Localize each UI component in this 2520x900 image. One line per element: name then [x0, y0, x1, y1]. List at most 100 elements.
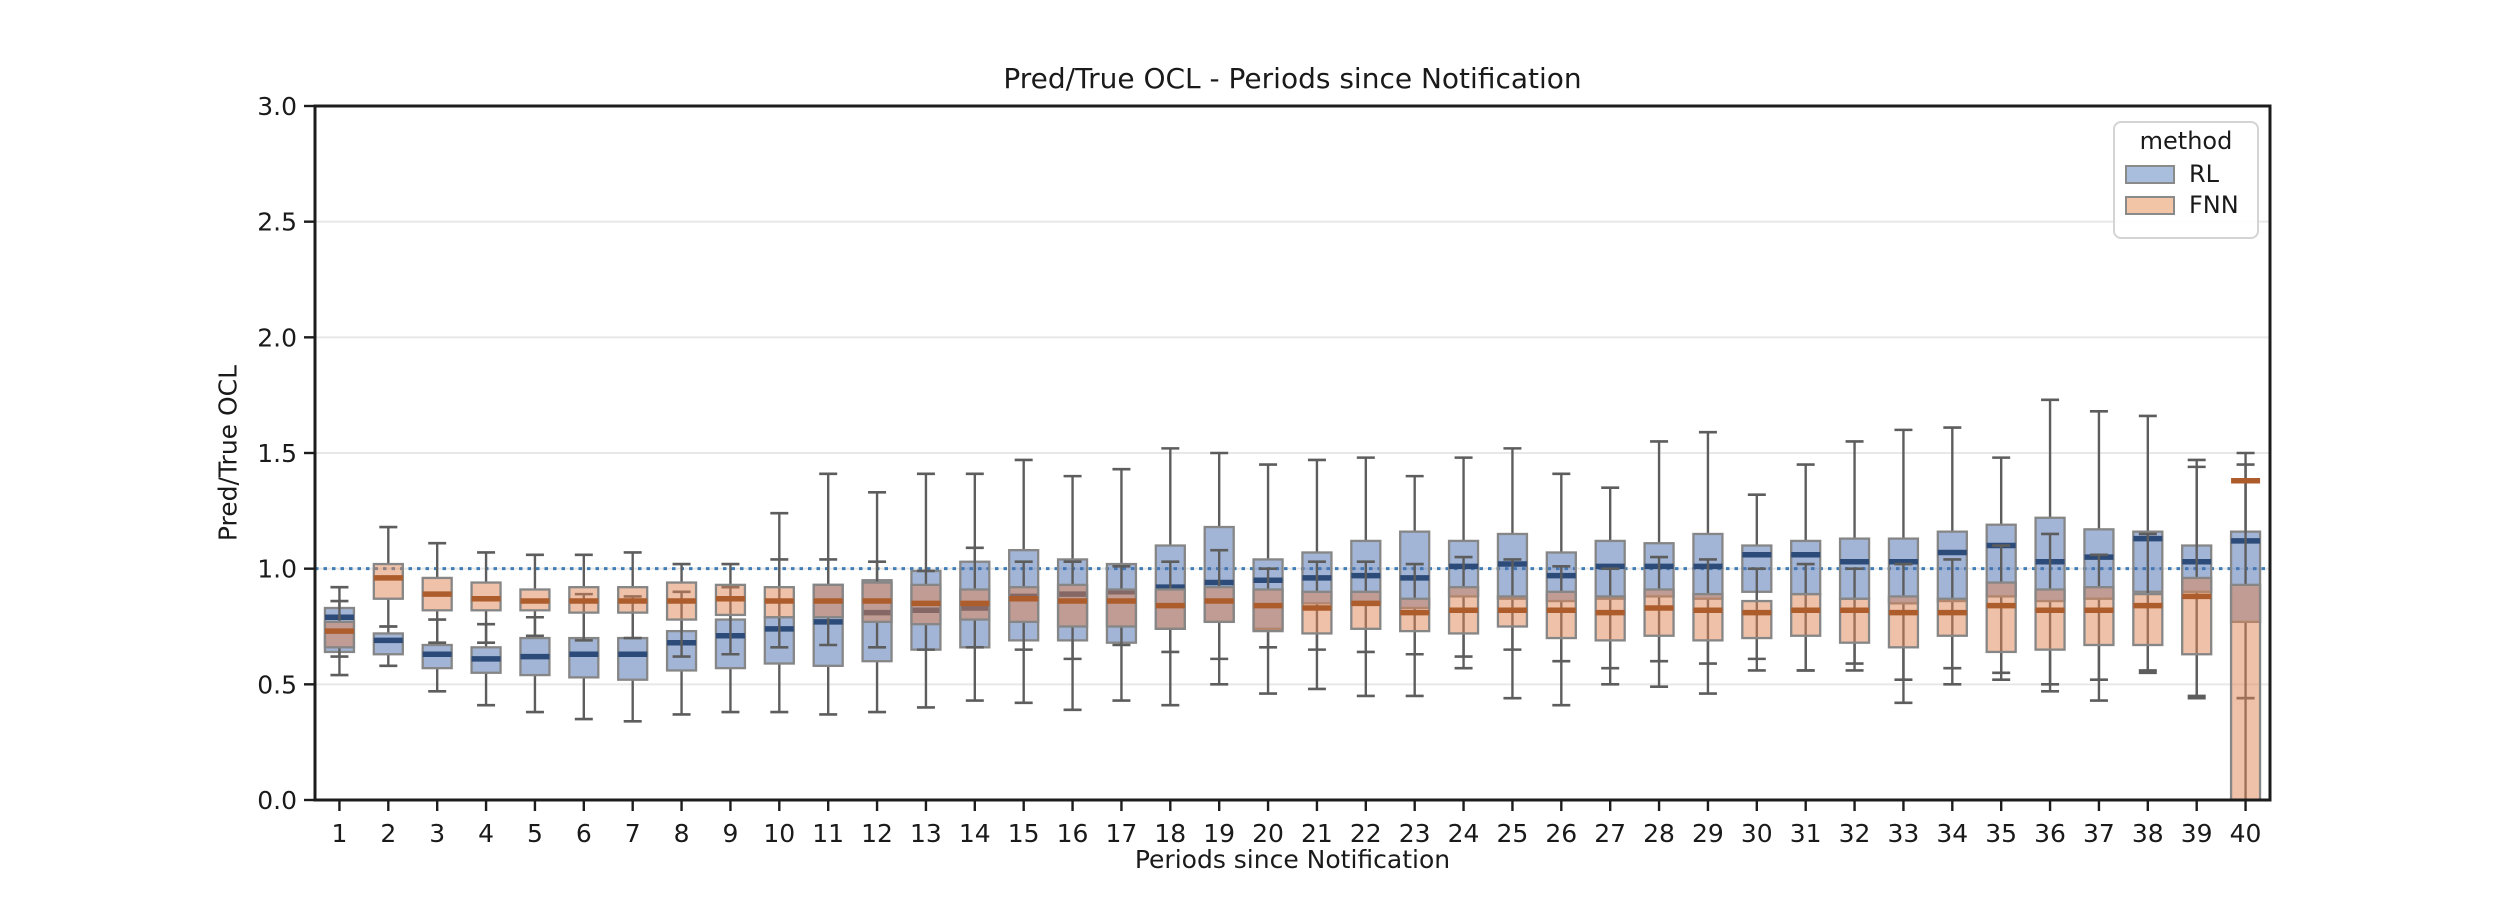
x-tick-label-1: 1 — [331, 819, 347, 848]
fnn-box — [1692, 592, 1724, 642]
fnn-boxplot-cat-2 — [372, 525, 404, 628]
rl-boxplot-cat-3 — [421, 618, 453, 693]
x-tick-label-19: 19 — [1203, 819, 1235, 848]
fnn-box — [1008, 586, 1040, 624]
fnn-boxplot-cat-31 — [1790, 562, 1822, 672]
x-tick-label-16: 16 — [1057, 819, 1089, 848]
y-tick-label-1.5: 1.5 — [257, 439, 297, 468]
fnn-boxplot-cat-25 — [1496, 558, 1529, 651]
fnn-boxplot-cat-20 — [1252, 567, 1284, 649]
x-tick-label-32: 32 — [1839, 819, 1871, 848]
fnn-box — [1985, 581, 2017, 654]
fnn-boxplot-cat-15 — [1008, 560, 1040, 651]
fnn-boxplot-cat-24 — [1447, 555, 1480, 658]
fnn-box — [2132, 592, 2164, 647]
fnn-boxplot-cat-10 — [763, 558, 795, 649]
x-tick-label-26: 26 — [1545, 819, 1577, 848]
y-tick-label-2.5: 2.5 — [257, 208, 297, 237]
fnn-boxplot-cat-5 — [519, 553, 551, 638]
fnn-box — [1594, 595, 1626, 642]
fnn-boxplot-cat-26 — [1545, 565, 1577, 663]
fnn-box — [1056, 583, 1089, 628]
fnn-box — [2181, 576, 2213, 656]
chart-title: Pred/True OCL - Periods since Notificati… — [1003, 62, 1582, 95]
x-tick-label-40: 40 — [2230, 819, 2262, 848]
fnn-boxplot-cat-18 — [1154, 560, 1186, 654]
fnn-box — [372, 562, 404, 600]
x-tick-label-3: 3 — [429, 819, 445, 848]
fnn-box — [1350, 590, 1382, 630]
x-tick-label-39: 39 — [2181, 819, 2213, 848]
fnn-boxplot-cat-29 — [1692, 558, 1724, 665]
x-tick-label-12: 12 — [861, 819, 893, 848]
legend-entry-fnn: FNN — [2125, 193, 2247, 217]
x-tick-label-23: 23 — [1399, 819, 1431, 848]
y-axis-label: Pred/True OCL — [213, 364, 243, 542]
legend: method RL FNN — [2113, 121, 2259, 239]
fnn-box — [323, 620, 356, 649]
x-tick-label-21: 21 — [1301, 819, 1333, 848]
x-tick-label-20: 20 — [1252, 819, 1284, 848]
fnn-boxplot-cat-4 — [470, 551, 502, 644]
x-tick-label-36: 36 — [2034, 819, 2066, 848]
fnn-boxplot-cat-19 — [1203, 548, 1235, 661]
x-tick-label-30: 30 — [1741, 819, 1773, 848]
fnn-box — [1105, 588, 1138, 628]
y-tick-label-2.0: 2.0 — [257, 323, 297, 352]
x-axis-label: Periods since Notification — [1134, 845, 1451, 874]
fnn-boxplot-cat-40 — [2229, 463, 2262, 802]
x-tick-label-27: 27 — [1594, 819, 1626, 848]
fnn-boxplot-cat-7 — [617, 551, 649, 640]
rl-box — [617, 636, 649, 681]
x-tick-label-11: 11 — [812, 819, 844, 848]
fnn-box — [1154, 588, 1186, 630]
fnn-swatch-icon — [2125, 195, 2175, 215]
fnn-boxplot-cat-30 — [1741, 567, 1773, 672]
x-tick-label-28: 28 — [1643, 819, 1675, 848]
fnn-boxplot-cat-13 — [910, 569, 942, 651]
fnn-box — [1936, 597, 1968, 637]
rl-series — [323, 398, 2262, 723]
fnn-box — [1252, 588, 1284, 633]
x-tick-label-31: 31 — [1790, 819, 1822, 848]
rl-box — [372, 632, 404, 656]
rl-box — [568, 636, 600, 679]
fnn-boxplot-cat-35 — [1985, 544, 2017, 682]
fnn-boxplot-cat-12 — [861, 560, 893, 649]
x-tick-label-7: 7 — [625, 819, 641, 848]
fnn-box — [1838, 597, 1871, 644]
fnn-boxplot-cat-16 — [1056, 560, 1089, 661]
fnn-box — [1790, 592, 1822, 637]
y-tick-label-0.0: 0.0 — [257, 786, 297, 815]
rl-boxplot-cat-4 — [470, 622, 502, 707]
legend-title: method — [2139, 127, 2233, 155]
x-tick-label-14: 14 — [959, 819, 991, 848]
x-tick-label-37: 37 — [2083, 819, 2115, 848]
x-tick-label-17: 17 — [1106, 819, 1138, 848]
x-tick-label-8: 8 — [674, 819, 690, 848]
fnn-box — [1643, 588, 1675, 637]
fnn-box — [1203, 586, 1235, 624]
fnn-boxplot-cat-17 — [1105, 565, 1138, 647]
x-tick-label-22: 22 — [1350, 819, 1382, 848]
fnn-boxplot-cat-32 — [1838, 567, 1871, 672]
fnn-box — [1545, 590, 1577, 640]
fnn-boxplot-cat-3 — [421, 541, 453, 644]
fnn-boxplot-cat-39 — [2181, 465, 2213, 700]
legend-label-fnn: FNN — [2189, 191, 2239, 219]
y-tick-label-0.5: 0.5 — [257, 670, 297, 699]
fnn-boxplot-cat-28 — [1643, 555, 1675, 663]
x-tick-label-29: 29 — [1692, 819, 1724, 848]
fnn-boxplot-cat-11 — [812, 558, 844, 647]
x-tick-label-4: 4 — [478, 819, 494, 848]
fnn-boxplot-cat-1 — [323, 599, 356, 658]
x-tick-label-24: 24 — [1448, 819, 1480, 848]
fnn-boxplot-cat-33 — [1887, 562, 1920, 682]
x-tick-label-38: 38 — [2132, 819, 2164, 848]
fnn-boxplot-cat-21 — [1301, 560, 1333, 651]
fnn-boxplot-cat-6 — [568, 553, 600, 642]
legend-label-rl: RL — [2189, 160, 2220, 188]
fnn-boxplot-cat-22 — [1350, 560, 1382, 654]
